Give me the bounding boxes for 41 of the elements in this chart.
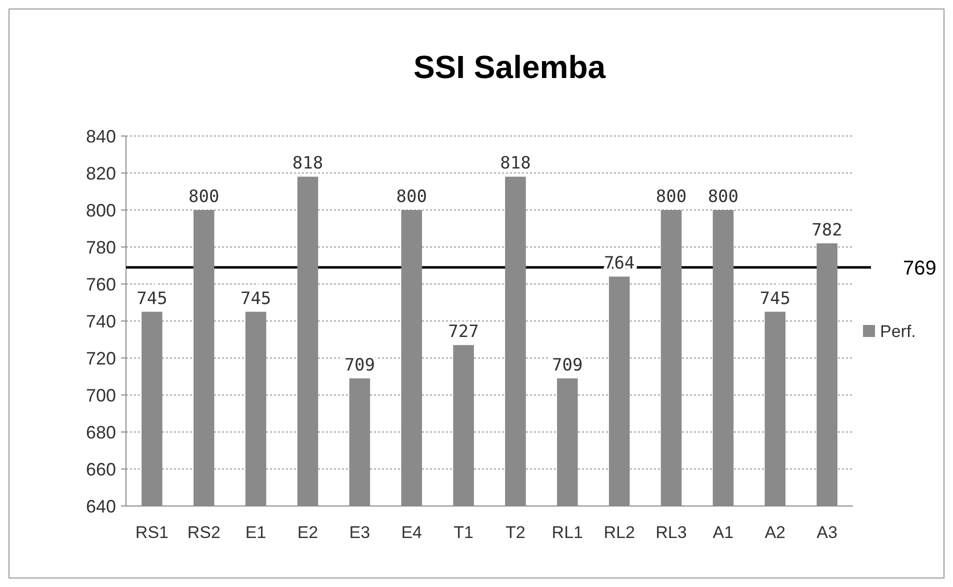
data-label: 745 <box>760 288 790 309</box>
y-tick-label: 680 <box>86 422 116 442</box>
data-label: 800 <box>188 187 220 207</box>
y-tick-label: 640 <box>86 496 116 516</box>
y-tick-label: 760 <box>86 274 116 294</box>
data-label: 709 <box>552 355 583 376</box>
data-label: 727 <box>448 322 479 342</box>
data-label: 800 <box>708 187 739 207</box>
data-label: 800 <box>396 187 427 207</box>
data-label: 818 <box>292 154 324 174</box>
x-tick-label: RS2 <box>187 523 220 542</box>
y-tick-label: 820 <box>86 163 116 184</box>
x-tick-label: A1 <box>712 523 734 542</box>
data-label: 818 <box>500 154 531 174</box>
x-tick-label: T1 <box>454 523 474 542</box>
x-tick-label: RL1 <box>552 523 583 542</box>
legend-label: Perf. <box>880 322 916 341</box>
x-tick-label: RL3 <box>656 523 687 542</box>
x-tick-label: E1 <box>245 523 266 542</box>
chart-title: SSI Salemba <box>413 49 606 85</box>
x-tick-label: RL2 <box>604 523 635 542</box>
x-tick-label: E4 <box>401 523 422 542</box>
y-tick-label: 840 <box>86 126 116 146</box>
data-label: 709 <box>344 355 376 376</box>
x-tick-label: T2 <box>506 523 526 542</box>
y-tick-label: 780 <box>86 237 116 258</box>
y-tick-label: 660 <box>86 459 116 480</box>
y-tick-label: 740 <box>86 311 116 332</box>
x-tick-label: RS1 <box>135 523 169 542</box>
x-tick-label: E3 <box>349 523 370 542</box>
data-label: 745 <box>240 288 272 309</box>
x-tick-label: E2 <box>297 523 318 542</box>
y-tick-label: 700 <box>86 385 116 406</box>
data-label: 782 <box>812 220 842 240</box>
data-label: 800 <box>656 187 687 207</box>
x-tick-label: A3 <box>816 523 838 542</box>
x-tick-label: A2 <box>764 523 786 542</box>
data-label: 745 <box>136 288 168 309</box>
y-tick-label: 800 <box>86 200 116 220</box>
ref-line-label: 769 <box>903 257 936 280</box>
y-tick-label: 720 <box>86 348 116 368</box>
